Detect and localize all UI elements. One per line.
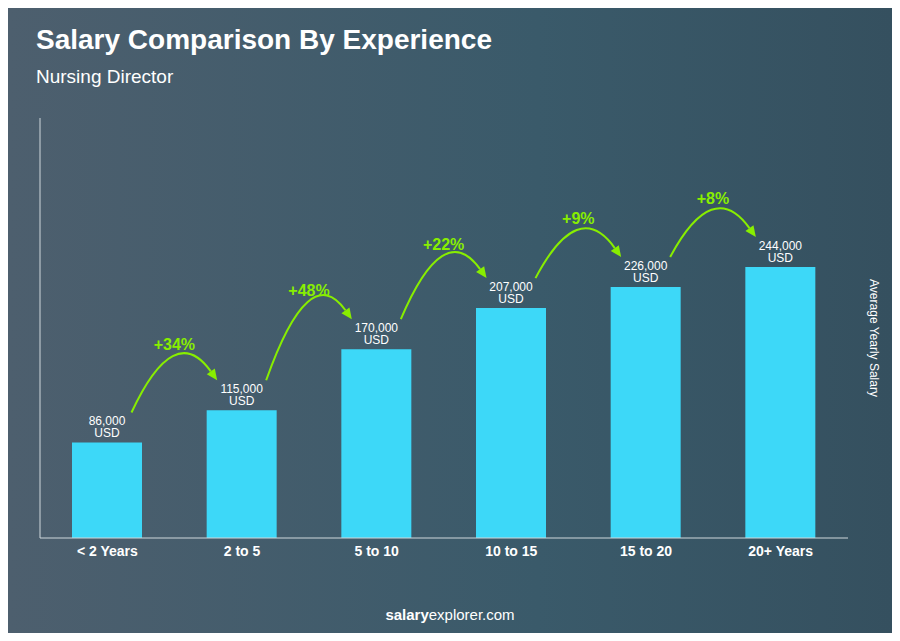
svg-text:+8%: +8% bbox=[697, 190, 729, 207]
svg-text:115,000USD: 115,000USD bbox=[220, 382, 263, 408]
html-text:salary explorer.com: salary explorer.com bbox=[385, 606, 515, 623]
svg-text:170,000USD: 170,000USD bbox=[355, 321, 399, 347]
svg-text:15 to 20: 15 to 20 bbox=[620, 543, 672, 559]
html-text:Average Yearly Salary: Average Yearly Salary bbox=[867, 279, 881, 397]
svg-text:< 2 Years: < 2 Years bbox=[77, 543, 138, 559]
html-text:Salary Comparison By Experienc: Salary Comparison By Experience bbox=[36, 24, 492, 55]
svg-text:226,000USD: 226,000USD bbox=[624, 259, 668, 285]
html-text:Nursing Director: Nursing Director bbox=[36, 66, 174, 87]
svg-text:+9%: +9% bbox=[562, 210, 594, 227]
svg-text:10 to 15: 10 to 15 bbox=[485, 543, 537, 559]
svg-text:207,000USD: 207,000USD bbox=[489, 280, 533, 306]
svg-text:86,000USD: 86,000USD bbox=[89, 414, 126, 440]
svg-text:2 to 5: 2 to 5 bbox=[224, 543, 261, 559]
svg-text:+22%: +22% bbox=[423, 236, 464, 253]
svg-text:20+ Years: 20+ Years bbox=[748, 543, 813, 559]
svg-text:+34%: +34% bbox=[154, 336, 195, 353]
svg-text:+48%: +48% bbox=[288, 282, 329, 299]
svg-text:5 to 10: 5 to 10 bbox=[354, 543, 399, 559]
svg-text:244,000USD: 244,000USD bbox=[759, 239, 803, 265]
